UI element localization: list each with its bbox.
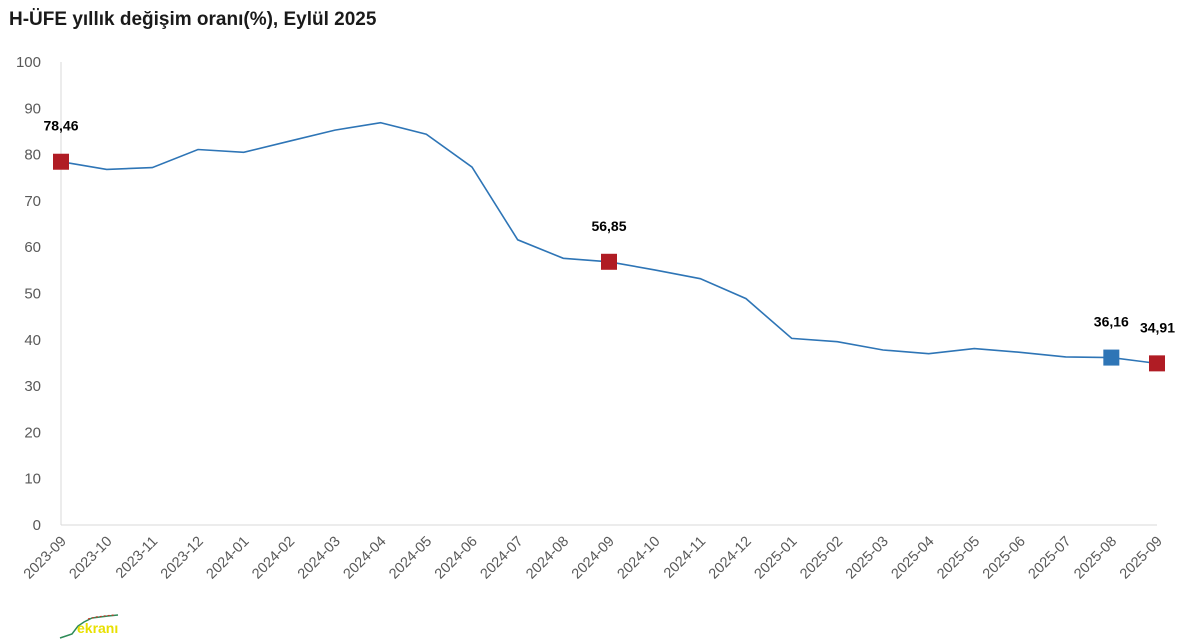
x-tick-labels: 2023-092023-102023-112023-122024-012024-… <box>21 534 1166 583</box>
x-tick-label: 2025-09 <box>1117 534 1166 583</box>
data-label: 78,46 <box>43 118 78 134</box>
watermark-text: ekranı <box>77 620 119 636</box>
highlight-marker <box>1149 355 1165 372</box>
x-tick-label: 2024-10 <box>615 534 664 583</box>
highlight-markers <box>53 153 1165 372</box>
x-tick-label: 2024-01 <box>204 534 253 583</box>
y-tick-label: 10 <box>24 471 41 488</box>
y-tick-label: 70 <box>24 193 41 210</box>
x-tick-label: 2024-03 <box>295 534 344 583</box>
x-tick-label: 2025-04 <box>889 534 938 583</box>
data-label: 34,91 <box>1140 319 1175 335</box>
x-tick-label: 2023-11 <box>113 534 161 582</box>
y-tick-label: 0 <box>33 517 41 534</box>
x-tick-label: 2024-09 <box>569 534 618 583</box>
x-tick-label: 2023-09 <box>21 534 70 583</box>
x-tick-label: 2024-04 <box>341 534 390 583</box>
y-tick-label: 100 <box>16 54 41 71</box>
y-tick-label: 80 <box>24 147 41 164</box>
x-tick-label: 2024-06 <box>432 534 481 583</box>
x-tick-label: 2025-03 <box>843 534 892 583</box>
y-tick-label: 90 <box>24 100 41 117</box>
highlight-marker <box>1103 349 1120 366</box>
chart-title: H-ÜFE yıllık değişim oranı(%), Eylül 202… <box>9 9 377 30</box>
data-label: 56,85 <box>591 218 626 234</box>
x-tick-label: 2025-05 <box>934 534 983 583</box>
x-tick-label: 2024-12 <box>706 534 755 583</box>
x-tick-label: 2025-06 <box>980 534 1029 583</box>
highlight-marker <box>601 253 617 270</box>
x-tick-label: 2023-10 <box>67 534 116 583</box>
x-tick-label: 2024-08 <box>523 534 572 583</box>
y-tick-label: 20 <box>24 424 41 441</box>
x-tick-label: 2025-07 <box>1026 534 1075 583</box>
x-tick-label: 2025-01 <box>752 534 801 583</box>
y-tick-label: 40 <box>24 332 41 349</box>
x-tick-label: 2024-07 <box>478 534 527 583</box>
data-label: 36,16 <box>1094 314 1129 330</box>
axes <box>60 62 1157 526</box>
y-tick-labels: 0 10 20 30 40 50 60 70 80 90 100 <box>16 54 41 534</box>
x-tick-label: 2023-12 <box>158 534 207 583</box>
series <box>60 121 1158 365</box>
x-tick-label: 2025-02 <box>797 534 846 583</box>
data-labels: 78,46 56,85 36,16 34,91 <box>43 118 1175 336</box>
x-tick-label: 2025-08 <box>1071 534 1120 583</box>
x-tick-label: 2024-11 <box>661 534 709 582</box>
highlight-marker <box>53 153 69 170</box>
y-tick-label: 30 <box>24 378 41 395</box>
logo-icon <box>59 614 119 639</box>
y-tick-label: 60 <box>24 239 41 256</box>
series-line <box>60 121 1158 365</box>
x-tick-label: 2024-02 <box>249 534 298 583</box>
x-tick-label: 2024-05 <box>386 534 435 583</box>
y-tick-label: 50 <box>24 286 41 303</box>
